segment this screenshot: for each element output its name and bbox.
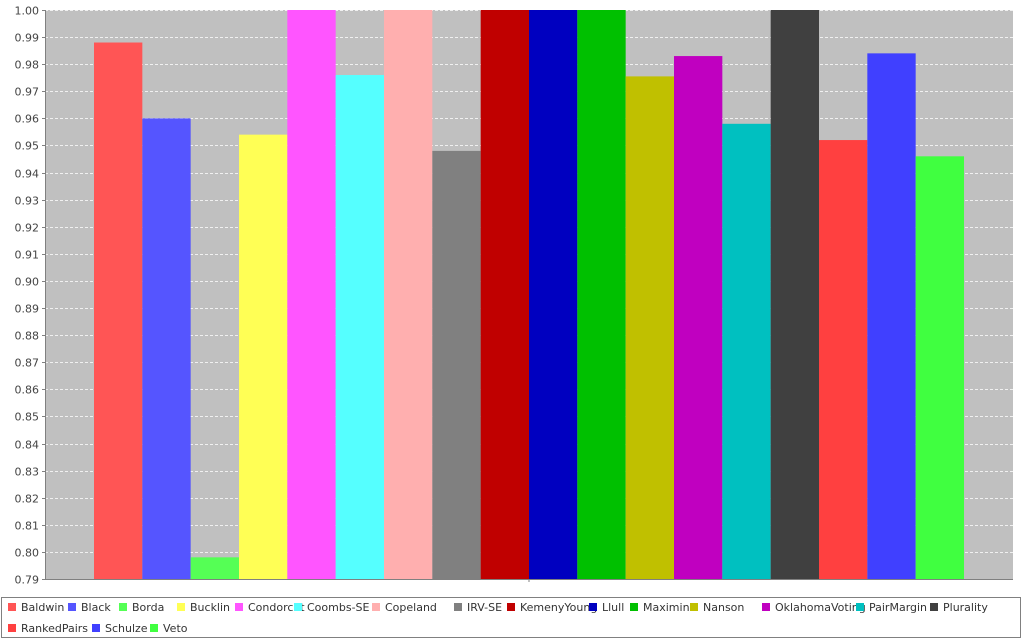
legend-label: OklahomaVoting — [775, 601, 866, 614]
legend-swatch — [589, 603, 597, 611]
legend-item-kemenyyoung: KemenyYoung — [507, 601, 597, 615]
legend-swatch — [507, 603, 515, 611]
legend-label: Borda — [132, 601, 165, 614]
legend-label: PairMargin — [869, 601, 928, 614]
legend-item-coombs-se: Coombs-SE — [294, 601, 369, 615]
legend-swatch — [856, 603, 864, 611]
bar-condorcet — [287, 10, 336, 579]
legend-label: Schulze — [105, 622, 148, 635]
y-tick-label: 0.99 — [15, 32, 40, 45]
legend-item-baldwin: Baldwin — [8, 601, 64, 615]
legend-item-irv-se: IRV-SE — [454, 601, 502, 615]
bar-copeland — [384, 10, 433, 579]
y-tick-label: 0.98 — [15, 59, 40, 72]
y-tick-label: 0.85 — [15, 411, 40, 424]
bar-pairmargin — [722, 123, 771, 580]
legend-item-bucklin: Bucklin — [177, 601, 230, 615]
legend-swatch — [92, 624, 100, 632]
legend-label: Veto — [163, 622, 188, 635]
legend-item-maximin: Maximin — [630, 601, 690, 615]
bar-borda — [190, 557, 239, 579]
legend-swatch — [177, 603, 185, 611]
legend-swatch — [690, 603, 698, 611]
y-tick-label: 0.94 — [15, 168, 40, 181]
y-tick-label: 0.79 — [15, 574, 40, 587]
legend: Baldwin Black Borda Bucklin Condorcet Coombs-… — [1, 597, 1021, 638]
y-tick-label: 0.84 — [15, 439, 40, 452]
legend-label: Maximin — [643, 601, 690, 614]
legend-swatch — [8, 603, 16, 611]
legend-label: IRV-SE — [467, 601, 503, 614]
bar-chart: 0.79 0.80 0.81 0.82 0.83 0.84 0.85 0.86 0.87 0.88… — [15, 5, 1013, 587]
bar-schulze — [867, 53, 916, 580]
bar-nanson — [625, 76, 674, 579]
y-tick-label: 0.96 — [15, 113, 40, 126]
y-tick-label: 0.89 — [15, 303, 40, 316]
legend-label: Llull — [602, 601, 625, 614]
legend-label: Nanson — [703, 601, 745, 614]
legend-item-schulze: Schulze — [92, 622, 148, 636]
bar-bucklin — [239, 134, 288, 579]
legend-swatch — [8, 624, 16, 632]
bar-kemenyyoung — [480, 10, 529, 579]
legend-swatch — [235, 603, 243, 611]
legend-item-rankedpairs: RankedPairs — [8, 622, 88, 636]
legend-item-nanson: Nanson — [690, 601, 744, 615]
legend-item-llull: Llull — [589, 601, 624, 615]
bar-oklahomavoting — [674, 56, 723, 580]
legend-label: Condorcet — [248, 601, 305, 614]
bar-baldwin — [94, 42, 143, 580]
y-tick-label: 1.00 — [15, 5, 40, 18]
y-tick-label: 0.95 — [15, 140, 40, 153]
bar-llull — [529, 10, 578, 579]
y-tick-label: 0.91 — [15, 249, 40, 262]
y-tick-label: 0.88 — [15, 330, 40, 343]
y-tick-label: 0.92 — [15, 222, 40, 235]
y-tick-label: 0.93 — [15, 195, 40, 208]
y-tick-label: 0.81 — [15, 520, 40, 533]
legend-swatch — [294, 603, 302, 611]
legend-swatch — [630, 603, 638, 611]
legend-item-plurality: Plurality — [930, 601, 988, 615]
legend-item-condorcet: Condorcet — [235, 601, 305, 615]
bars — [94, 10, 964, 580]
y-axis: 0.79 0.80 0.81 0.82 0.83 0.84 0.85 0.86 0.87 0.88… — [15, 5, 1013, 587]
legend-label: Plurality — [943, 601, 988, 614]
y-tick-label: 0.90 — [15, 276, 40, 289]
y-tick-label: 0.82 — [15, 493, 40, 506]
legend-label: KemenyYoung — [520, 601, 598, 614]
legend-label: Bucklin — [190, 601, 231, 614]
legend-swatch — [150, 624, 158, 632]
bar-black — [142, 118, 191, 579]
legend-swatch — [930, 603, 938, 611]
legend-item-pairmargin: PairMargin — [856, 601, 927, 615]
y-tick-label: 0.87 — [15, 357, 40, 370]
y-tick-label: 0.86 — [15, 384, 40, 397]
legend-swatch — [68, 603, 76, 611]
y-tick-label: 0.83 — [15, 466, 40, 479]
y-tick-label: 0.80 — [15, 547, 40, 560]
bar-rankedpairs — [819, 140, 868, 580]
legend-swatch — [762, 603, 770, 611]
y-tick-label: 0.97 — [15, 86, 40, 99]
bar-veto — [915, 156, 964, 580]
legend-label: Baldwin — [21, 601, 65, 614]
bar-plurality — [770, 10, 819, 579]
legend-item-oklahomavoting: OklahomaVoting — [762, 601, 866, 615]
legend-label: Copeland — [385, 601, 437, 614]
legend-item-veto: Veto — [150, 622, 187, 636]
bar-maximin — [577, 10, 626, 579]
legend-swatch — [119, 603, 127, 611]
legend-label: Black — [81, 601, 111, 614]
legend-item-black: Black — [68, 601, 111, 615]
legend-label: Coombs-SE — [307, 601, 370, 614]
legend-swatch — [454, 603, 462, 611]
legend-label: RankedPairs — [21, 622, 89, 635]
bar-coombs-se — [335, 75, 384, 580]
bar-irv-se — [432, 150, 481, 579]
legend-item-copeland: Copeland — [372, 601, 437, 615]
legend-swatch — [372, 603, 380, 611]
legend-item-borda: Borda — [119, 601, 164, 615]
